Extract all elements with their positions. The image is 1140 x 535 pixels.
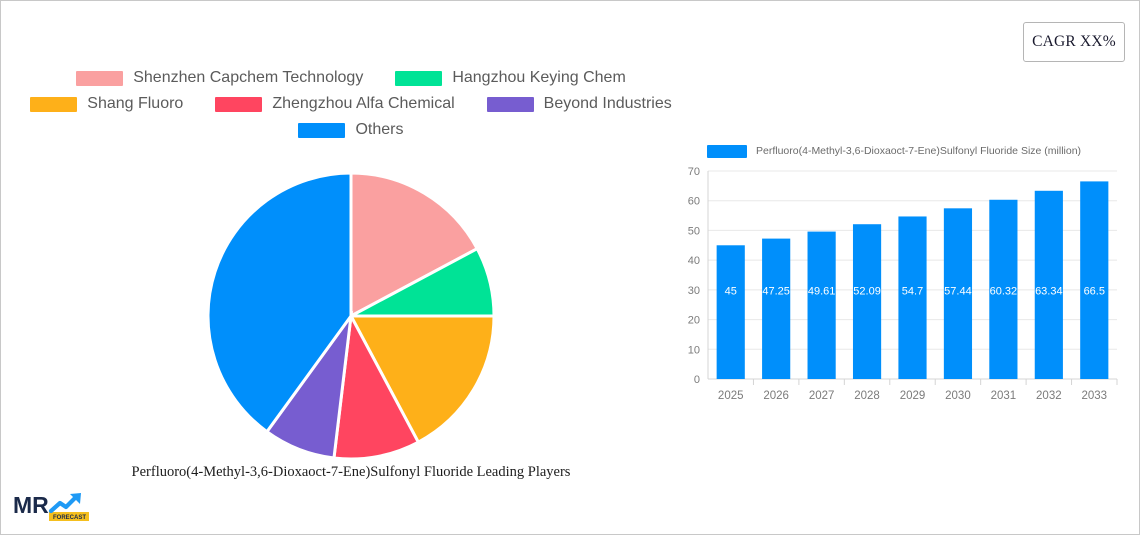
pie-legend-swatch <box>486 96 534 112</box>
y-axis-tick-label: 60 <box>688 196 700 208</box>
pie-legend-item[interactable]: Beyond Industries <box>486 95 672 113</box>
bar[interactable] <box>716 245 745 379</box>
pie-legend-swatch <box>76 70 124 86</box>
pie-legend-row: Shenzhen Capchem Technology Hangzhou Keyi… <box>1 69 701 87</box>
y-axis-tick-label: 50 <box>688 225 700 237</box>
pie-legend-item[interactable]: Shang Fluoro <box>30 95 183 113</box>
pie-legend-row: Shang Fluoro Zhengzhou Alfa Chemical Beyon… <box>1 95 701 113</box>
bar[interactable] <box>898 216 927 379</box>
y-axis-tick-label: 40 <box>688 255 700 267</box>
pie-legend-item[interactable]: Hangzhou Keying Chem <box>395 69 626 87</box>
cagr-label: CAGR XX% <box>1032 33 1116 50</box>
bar[interactable] <box>989 199 1018 379</box>
logo-badge-bg <box>49 512 89 521</box>
bar[interactable] <box>807 231 836 379</box>
x-axis-tick-label: 2028 <box>854 390 880 402</box>
logo-mark-text: MR <box>13 492 49 518</box>
pie-legend-label: Shang Fluoro <box>87 95 184 112</box>
pie-slice[interactable] <box>206 171 353 434</box>
bar[interactable] <box>1034 190 1063 379</box>
x-axis-tick-label: 2025 <box>718 390 744 402</box>
pie-chart-caption: Perfluoro(4-Methyl-3,6-Dioxaoct-7-Ene)Su… <box>131 464 571 480</box>
bar[interactable] <box>852 224 882 379</box>
logo-badge-text: FORECAST <box>53 515 86 521</box>
bar[interactable] <box>762 238 791 379</box>
bar-legend-label: Perfluoro(4-Methyl-3,6-Dioxaoct-7-Ene)Su… <box>756 145 1082 157</box>
pie-legend-label: Shenzhen Capchem Technology <box>133 69 364 86</box>
y-axis-tick-label: 0 <box>694 374 700 386</box>
y-axis-tick-label: 10 <box>688 344 700 356</box>
pie-slice[interactable] <box>348 314 496 445</box>
y-axis-tick-label: 20 <box>688 315 700 327</box>
pie-legend: Shenzhen Capchem Technology Hangzhou Keyi… <box>1 69 701 147</box>
brand-logo-svg: MR FORECAST <box>13 492 89 521</box>
bar-legend-swatch <box>707 144 747 158</box>
x-axis-tick-label: 2033 <box>1081 390 1107 402</box>
x-axis-tick-label: 2027 <box>809 390 835 402</box>
logo-trend-arrow-head <box>70 493 81 504</box>
pie-slice[interactable] <box>332 311 421 461</box>
pie-legend-label: Zhengzhou Alfa Chemical <box>272 95 455 112</box>
x-axis-tick-label: 2032 <box>1036 390 1062 402</box>
bar-value-label: 49.61 <box>808 285 836 297</box>
x-axis-tick-label: 2029 <box>900 390 926 402</box>
pie-legend-label: Beyond Industries <box>543 95 672 112</box>
pie-legend-label: Others <box>355 121 404 138</box>
bar[interactable] <box>943 208 973 379</box>
x-axis-tick-label: 2026 <box>763 390 789 402</box>
bar[interactable] <box>1080 181 1109 379</box>
y-axis-tick-label: 70 <box>688 166 700 178</box>
pie-legend-swatch <box>298 122 346 138</box>
bar-chart-legend[interactable]: Perfluoro(4-Methyl-3,6-Dioxaoct-7-Ene)Su… <box>673 141 1125 161</box>
bar-chart-svg: 01020304050607045202547.25202649.6120275… <box>688 166 1118 402</box>
bar-value-label: 45 <box>725 285 737 297</box>
bar-value-label: 63.34 <box>1035 285 1063 297</box>
pie-chart-svg <box>206 171 496 461</box>
pie-slice[interactable] <box>349 171 480 319</box>
bar-value-label: 66.5 <box>1084 285 1105 297</box>
pie-legend-label: Hangzhou Keying Chem <box>452 69 626 86</box>
logo-trend-arrow-line <box>48 493 80 514</box>
cagr-badge: CAGR XX% <box>1023 22 1125 62</box>
brand-logo: MR FORECAST <box>13 490 97 524</box>
bar-value-label: 54.7 <box>902 285 923 297</box>
bar-value-label: 57.44 <box>944 285 972 297</box>
bar-value-label: 47.25 <box>762 285 790 297</box>
pie-legend-item[interactable]: Zhengzhou Alfa Chemical <box>215 95 455 113</box>
x-axis-tick-label: 2031 <box>991 390 1017 402</box>
pie-legend-swatch <box>395 70 443 86</box>
pie-legend-swatch <box>30 96 78 112</box>
pie-legend-row: Others <box>1 121 701 139</box>
bar-value-label: 60.32 <box>990 285 1018 297</box>
y-axis-tick-label: 30 <box>688 285 700 297</box>
pie-legend-item[interactable]: Others <box>298 121 404 139</box>
pie-legend-swatch <box>215 96 263 112</box>
pie-legend-item[interactable]: Shenzhen Capchem Technology <box>76 69 363 87</box>
pie-chart <box>206 171 496 461</box>
x-axis-tick-label: 2030 <box>945 390 971 402</box>
bar-chart: Perfluoro(4-Methyl-3,6-Dioxaoct-7-Ene)Su… <box>673 141 1125 411</box>
bar-value-label: 52.09 <box>853 285 881 297</box>
